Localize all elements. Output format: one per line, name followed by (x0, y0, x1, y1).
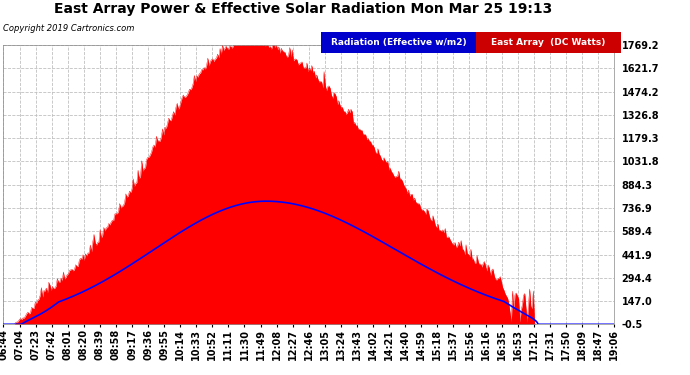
Text: East Array Power & Effective Solar Radiation Mon Mar 25 19:13: East Array Power & Effective Solar Radia… (55, 2, 553, 16)
Text: Copyright 2019 Cartronics.com: Copyright 2019 Cartronics.com (3, 24, 135, 33)
Text: Radiation (Effective w/m2): Radiation (Effective w/m2) (331, 38, 466, 47)
Text: East Array  (DC Watts): East Array (DC Watts) (491, 38, 606, 47)
